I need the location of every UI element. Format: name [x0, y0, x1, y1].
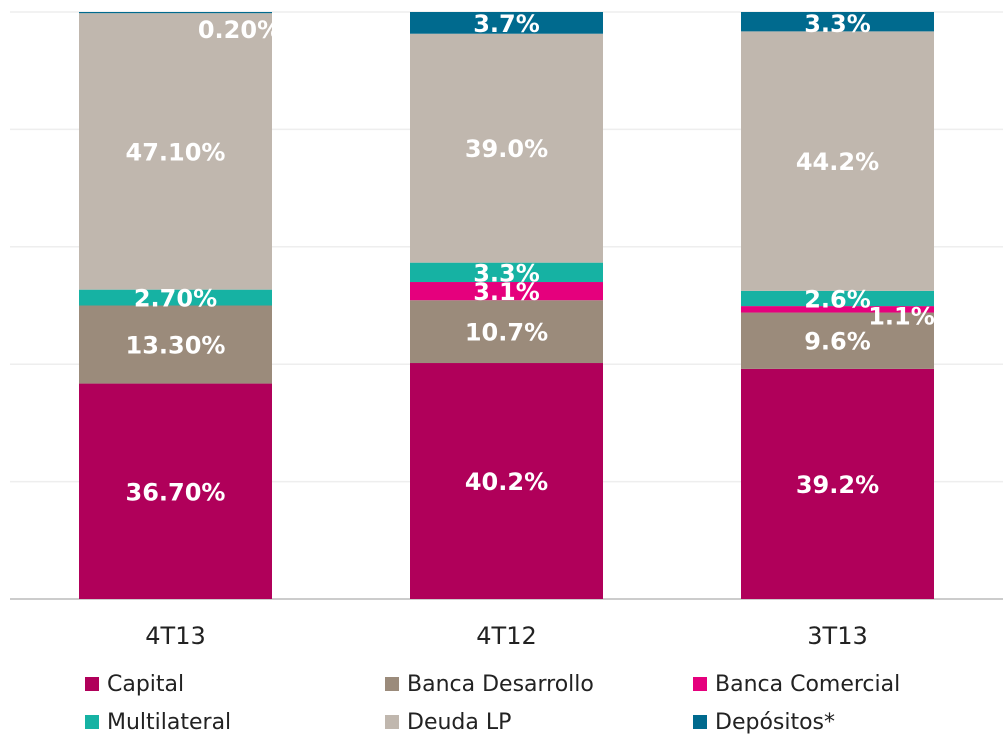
bar-segment — [741, 290, 934, 307]
legend-swatch — [385, 677, 399, 691]
legend-label: Depósitos* — [715, 710, 835, 735]
legend-label: Deuda LP — [407, 710, 511, 735]
legend-swatch — [385, 715, 399, 729]
bar-segment — [410, 363, 603, 599]
bar-segment — [741, 31, 934, 291]
x-tick-label: 3T13 — [807, 622, 867, 650]
data-label: 2.70% — [134, 285, 217, 313]
data-label: 3.7% — [473, 10, 540, 38]
legend-label: Banca Desarrollo — [407, 672, 594, 697]
legend-swatch — [85, 715, 99, 729]
bar-segment — [79, 12, 272, 14]
bar-segment — [79, 289, 272, 306]
data-label: 10.7% — [465, 319, 548, 347]
data-label: 39.2% — [796, 471, 879, 499]
legend-label: Multilateral — [107, 710, 231, 735]
bar-segment — [79, 383, 272, 599]
bar-segment — [410, 282, 603, 301]
x-tick-label: 4T12 — [476, 622, 536, 650]
bar-segment — [410, 12, 603, 34]
bar-segment — [410, 300, 603, 364]
bar-segment — [410, 33, 603, 263]
data-label: 39.0% — [465, 135, 548, 163]
data-label: 2.6% — [804, 285, 871, 313]
x-tick-label: 4T13 — [145, 622, 205, 650]
legend-label: Banca Comercial — [715, 672, 900, 697]
legend-swatch — [693, 677, 707, 691]
legend-label: Capital — [107, 672, 184, 697]
data-label: 3.1% — [473, 278, 540, 306]
data-label: 3.3% — [473, 259, 540, 287]
legend-swatch — [693, 715, 707, 729]
bar-segment — [741, 368, 934, 599]
data-label: 47.10% — [126, 138, 226, 166]
bar-segment — [79, 13, 272, 290]
bar-segment — [741, 12, 934, 32]
data-label: 36.70% — [126, 478, 226, 506]
legend-swatch — [85, 677, 99, 691]
bar-segment — [741, 306, 934, 313]
data-label: 1.1% — [868, 302, 935, 330]
bar-segment — [410, 262, 603, 283]
data-label: 40.2% — [465, 468, 548, 496]
data-label: 13.30% — [126, 332, 226, 360]
data-label: 0.20% — [198, 16, 281, 44]
data-label: 3.3% — [804, 10, 871, 38]
data-label: 44.2% — [796, 148, 879, 176]
bar-segment — [79, 305, 272, 384]
bar-segment — [741, 312, 934, 369]
data-label: 9.6% — [804, 328, 871, 356]
